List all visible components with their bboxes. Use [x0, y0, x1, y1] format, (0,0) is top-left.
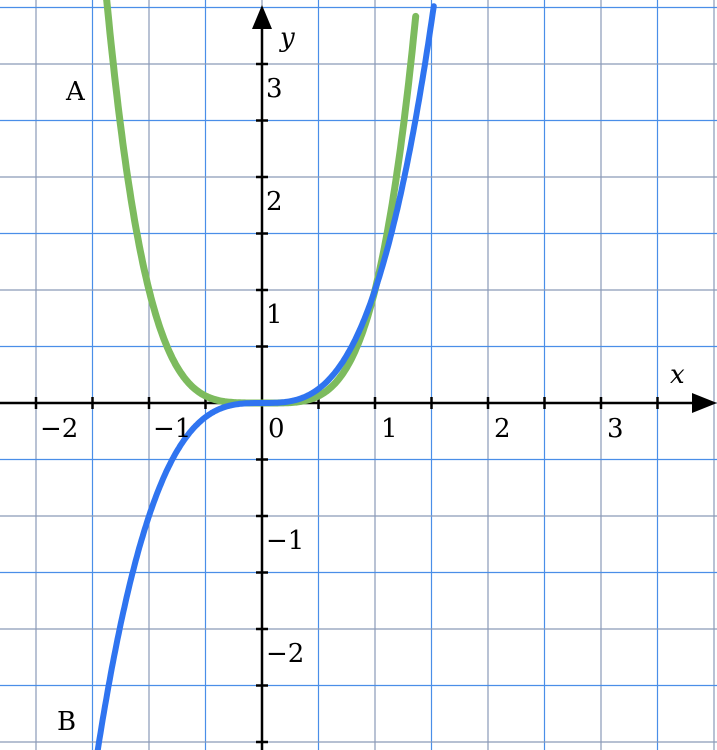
- x-tick-label: 2: [494, 414, 511, 444]
- y-axis-arrow: [252, 5, 272, 29]
- axes: [0, 5, 717, 750]
- x-axis-label: x: [670, 360, 685, 390]
- y-tick-label: 2: [266, 187, 283, 217]
- x-tick-label: −2: [40, 414, 78, 444]
- y-tick-label: 1: [266, 300, 283, 330]
- x-tick-label: −1: [153, 414, 191, 444]
- curve-label-b: B: [57, 707, 76, 737]
- curve-label-a: A: [65, 77, 86, 107]
- x-tick-label: 1: [381, 414, 398, 444]
- curve-a: [103, 0, 420, 407]
- labels: x y A B −2 −1 0 1 2 3 3 2 1 −1 −2: [40, 23, 685, 737]
- x-tick-label: 3: [607, 414, 624, 444]
- y-tick-label: −2: [266, 639, 304, 669]
- curves: [94, 0, 437, 750]
- y-tick-label: 3: [266, 74, 283, 104]
- x-tick-label: 0: [268, 414, 285, 444]
- curve-b: [94, 3, 437, 750]
- y-tick-label: −1: [266, 526, 304, 556]
- y-axis-label: y: [279, 23, 295, 53]
- x-axis-arrow: [692, 393, 717, 413]
